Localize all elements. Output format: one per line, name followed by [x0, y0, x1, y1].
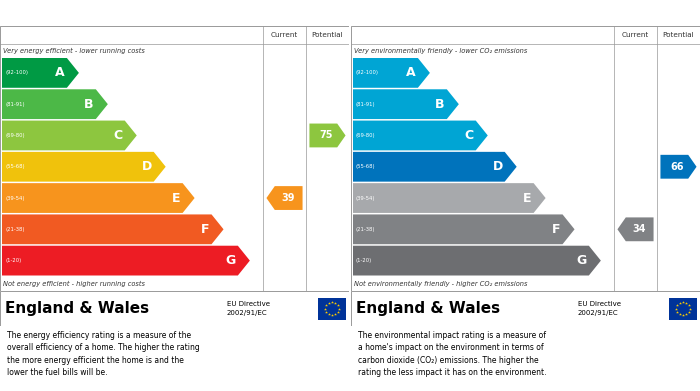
- Text: Potential: Potential: [312, 32, 343, 38]
- Text: Current: Current: [271, 32, 298, 38]
- Text: B: B: [435, 98, 444, 111]
- Text: (55-68): (55-68): [5, 164, 24, 169]
- Polygon shape: [353, 152, 517, 182]
- Text: The energy efficiency rating is a measure of the
overall efficiency of a home. T: The energy efficiency rating is a measur…: [7, 330, 199, 377]
- Text: 75: 75: [319, 131, 333, 140]
- Text: England & Wales: England & Wales: [5, 301, 149, 316]
- Text: C: C: [113, 129, 122, 142]
- Text: (39-54): (39-54): [356, 196, 375, 201]
- Polygon shape: [617, 217, 654, 241]
- Text: The environmental impact rating is a measure of
a home's impact on the environme: The environmental impact rating is a mea…: [358, 330, 547, 377]
- Text: (1-20): (1-20): [5, 258, 21, 263]
- Polygon shape: [353, 120, 488, 151]
- Text: (39-54): (39-54): [5, 196, 24, 201]
- Text: Not environmentally friendly - higher CO₂ emissions: Not environmentally friendly - higher CO…: [354, 281, 528, 287]
- Text: 34: 34: [632, 224, 646, 234]
- Text: EU Directive
2002/91/EC: EU Directive 2002/91/EC: [578, 301, 621, 316]
- Text: D: D: [492, 160, 503, 173]
- Polygon shape: [2, 89, 108, 119]
- Text: A: A: [55, 66, 65, 79]
- Text: (69-80): (69-80): [356, 133, 376, 138]
- Text: (1-20): (1-20): [356, 258, 372, 263]
- Text: Environmental Impact (CO₂) Rating: Environmental Impact (CO₂) Rating: [358, 7, 590, 20]
- Text: Not energy efficient - higher running costs: Not energy efficient - higher running co…: [3, 281, 145, 287]
- Text: (81-91): (81-91): [356, 102, 376, 107]
- Text: F: F: [201, 223, 209, 236]
- Text: (81-91): (81-91): [5, 102, 24, 107]
- Bar: [318, 298, 346, 319]
- Text: B: B: [84, 98, 94, 111]
- Polygon shape: [2, 246, 250, 276]
- Polygon shape: [2, 120, 136, 151]
- Polygon shape: [309, 124, 346, 147]
- Text: England & Wales: England & Wales: [356, 301, 500, 316]
- Polygon shape: [267, 186, 302, 210]
- Text: Very environmentally friendly - lower CO₂ emissions: Very environmentally friendly - lower CO…: [354, 48, 527, 54]
- Text: 66: 66: [671, 162, 684, 172]
- Text: 39: 39: [281, 193, 295, 203]
- Text: Very energy efficient - lower running costs: Very energy efficient - lower running co…: [3, 48, 145, 54]
- Polygon shape: [353, 58, 430, 88]
- Text: Potential: Potential: [663, 32, 694, 38]
- Text: (21-38): (21-38): [5, 227, 24, 232]
- Text: EU Directive
2002/91/EC: EU Directive 2002/91/EC: [227, 301, 270, 316]
- Text: Current: Current: [622, 32, 649, 38]
- Text: G: G: [225, 254, 236, 267]
- Text: (55-68): (55-68): [356, 164, 376, 169]
- Polygon shape: [2, 183, 195, 213]
- Text: D: D: [141, 160, 152, 173]
- Polygon shape: [353, 183, 545, 213]
- Polygon shape: [353, 246, 601, 276]
- Polygon shape: [660, 155, 696, 179]
- Polygon shape: [2, 214, 223, 244]
- Text: (69-80): (69-80): [5, 133, 24, 138]
- Text: E: E: [172, 192, 181, 204]
- Polygon shape: [2, 58, 79, 88]
- Text: Energy Efficiency Rating: Energy Efficiency Rating: [7, 7, 169, 20]
- Text: (21-38): (21-38): [356, 227, 375, 232]
- Text: G: G: [577, 254, 587, 267]
- Polygon shape: [353, 89, 458, 119]
- Text: F: F: [552, 223, 561, 236]
- Bar: [669, 298, 697, 319]
- Polygon shape: [353, 214, 575, 244]
- Text: E: E: [523, 192, 531, 204]
- Polygon shape: [2, 152, 166, 182]
- Text: C: C: [465, 129, 474, 142]
- Text: A: A: [406, 66, 416, 79]
- Text: (92-100): (92-100): [5, 70, 28, 75]
- Text: (92-100): (92-100): [356, 70, 379, 75]
